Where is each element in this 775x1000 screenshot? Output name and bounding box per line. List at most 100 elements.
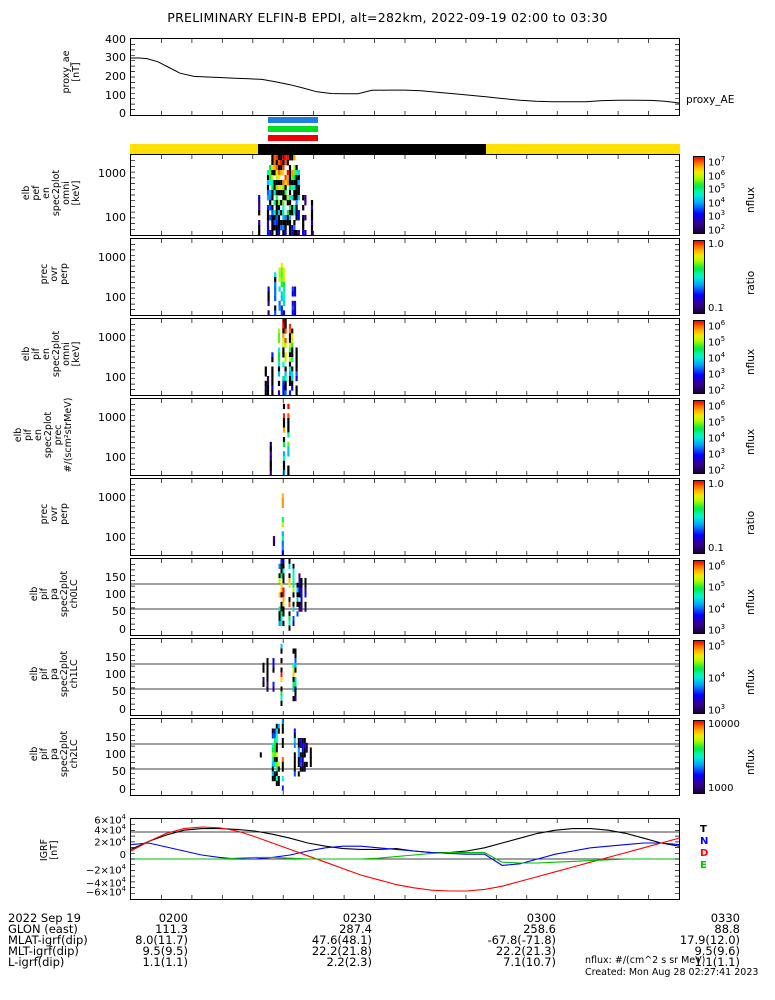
- proxy-ae-ytick-0: 0: [119, 107, 126, 120]
- pa-ch1lc-plotarea: [131, 639, 679, 715]
- colorbar-elb-pif-en-prec: [693, 400, 705, 474]
- igrf-legend-D: D: [700, 848, 709, 859]
- pif-prec-spectrogram: [269, 403, 290, 475]
- colorbar-tick: 0.1: [708, 303, 724, 314]
- meta-cell: 9.5(9.5): [142, 944, 188, 958]
- meta-cell: 17.9(12.0): [679, 933, 740, 947]
- meta-cell: 0330: [710, 911, 740, 925]
- prec-perp-pef-ytick-1000: 1000: [98, 251, 126, 264]
- igrf-legend-E: E: [700, 860, 707, 871]
- colorbar-elb-pef-en-omni: [693, 156, 705, 234]
- colorbar-title: nflux: [745, 748, 757, 775]
- prec-perp-pif-plotarea: [131, 479, 679, 555]
- prec-perp-pif-spectrogram: [272, 493, 284, 555]
- colorbar-tick: 103: [708, 447, 726, 461]
- zone-bar-green: [268, 126, 318, 132]
- meta-cell: 88.8: [714, 922, 740, 936]
- pef-omni-spectrogram: [258, 155, 314, 235]
- colorbar-tick: 106: [708, 169, 726, 183]
- colorbar-title: ratio: [745, 510, 757, 535]
- colorbar-title: nflux: [745, 588, 757, 615]
- pa-ch2lc-ytick-0: 0: [119, 783, 126, 796]
- igrf-ytick-4e4: 4×104: [94, 823, 126, 837]
- igrf-plotarea: [131, 819, 679, 899]
- colorbar-tick: 103: [708, 703, 726, 717]
- meta-cell: -67.8(-71.8): [487, 933, 556, 947]
- pif-omni-plotarea: [131, 319, 679, 395]
- meta-cell: 1.1(1.1): [142, 955, 188, 969]
- pa-ch2lc-ytick-150: 150: [105, 731, 126, 744]
- pif-prec-axis-title: elb pif en spec2plot prec #/(scm²strMeV): [13, 397, 74, 473]
- meta-cell: 2.2(2.3): [326, 955, 372, 969]
- meta-cell: 8.0(11.7): [135, 933, 188, 947]
- igrf-ytick-2e4: 2×104: [94, 835, 126, 849]
- pa-ch0lc-ytick-150: 150: [105, 571, 126, 584]
- colorbar-tick: 102: [708, 383, 726, 397]
- prec-perp-pif-axis-title: prec ovr perp: [39, 503, 70, 525]
- meta-row-label: L-igrf(dip): [8, 955, 65, 969]
- pef-omni-ytick-1000: 1000: [98, 167, 126, 180]
- colorbar-tick: 106: [708, 559, 726, 573]
- meta-cell: 0200: [158, 911, 188, 925]
- pa-ch2lc-ytick-100: 100: [105, 748, 126, 761]
- meta-row-label: MLT-igrf(dip): [8, 944, 79, 958]
- pa-ch2lc-spectrogram: [131, 719, 679, 791]
- meta-cell: 287.4: [339, 922, 372, 936]
- colorbar-tick: 104: [708, 196, 726, 210]
- zone-bar-blue: [268, 117, 318, 123]
- pa-ch2lc-ytick-50: 50: [112, 765, 126, 778]
- colorbar-tick: 103: [708, 209, 726, 223]
- pif-omni-ytick-100: 100: [105, 371, 126, 384]
- pif-omni-spectrogram: [264, 319, 298, 395]
- pa-ch2lc-plotarea: [131, 719, 679, 795]
- igrf-ytick-m6e4: −6×104: [85, 885, 126, 899]
- pa-ch1lc-ytick-100: 100: [105, 668, 126, 681]
- colorbar-tick: 106: [708, 319, 726, 333]
- state-bar-segment: [258, 144, 486, 154]
- meta-cell: 0230: [342, 911, 372, 925]
- panel-pa-ch1lc: [130, 638, 680, 716]
- pa-ch1lc-spectrogram: [131, 643, 679, 706]
- meta-cell: 0300: [526, 911, 556, 925]
- colorbar-elb-pif-pa-ch2lc: [693, 720, 705, 794]
- colorbar-tick: 0.1: [708, 543, 724, 554]
- panel-prec-ovr-perp-pef: [130, 238, 680, 316]
- proxy-ae-right-label: proxy_AE: [686, 94, 735, 106]
- proxy-ae-plotarea: [131, 39, 679, 115]
- colorbar-tick: 104: [708, 431, 726, 445]
- zone-bar-red: [268, 135, 318, 141]
- pif-prec-ytick-100: 100: [105, 451, 126, 464]
- colorbar-title: ratio: [745, 270, 757, 295]
- pa-ch1lc-ytick-0: 0: [119, 703, 126, 716]
- meta-cell: 111.3: [155, 922, 188, 936]
- colorbar-title: nflux: [745, 186, 757, 213]
- meta-cell: 22.2(21.3): [495, 944, 556, 958]
- prec-perp-pef-spectrogram: [267, 262, 297, 315]
- meta-cell: 9.5(9.6): [694, 944, 740, 958]
- pa-ch0lc-ytick-50: 50: [112, 605, 126, 618]
- pa-ch0lc-plotarea: [131, 559, 679, 635]
- colorbar-tick: 104: [708, 671, 726, 685]
- panel-prec-ovr-perp-pif: [130, 478, 680, 556]
- meta-row-label: 2022 Sep 19: [8, 911, 81, 925]
- colorbar-prec-ovr-perp-pef: [693, 240, 705, 314]
- colorbar-tick: 107: [708, 155, 726, 169]
- colorbar-tick: 105: [708, 182, 726, 196]
- pa-ch1lc-axis-title: elb pif pa spec2plot ch1LC: [29, 650, 80, 698]
- colorbar-tick: 103: [708, 367, 726, 381]
- colorbar-tick: 105: [708, 415, 726, 429]
- pa-ch0lc-ytick-0: 0: [119, 623, 126, 636]
- colorbar-tick: 105: [708, 335, 726, 349]
- pef-omni-plotarea: [131, 155, 679, 235]
- colorbar-tick: 104: [708, 351, 726, 365]
- colorbar-elb-pif-pa-ch0lc: [693, 560, 705, 634]
- colorbar-tick: 1.0: [708, 239, 724, 250]
- pif-omni-ytick-1000: 1000: [98, 331, 126, 344]
- pif-omni-axis-title: elb pif en spec2plot omni [keV]: [21, 330, 82, 378]
- igrf-legend-T: T: [700, 824, 707, 835]
- pa-ch1lc-ytick-150: 150: [105, 651, 126, 664]
- prec-perp-pef-ytick-100: 100: [105, 291, 126, 304]
- meta-cell: 258.6: [523, 922, 556, 936]
- colorbar-elb-pif-pa-ch1lc: [693, 640, 705, 714]
